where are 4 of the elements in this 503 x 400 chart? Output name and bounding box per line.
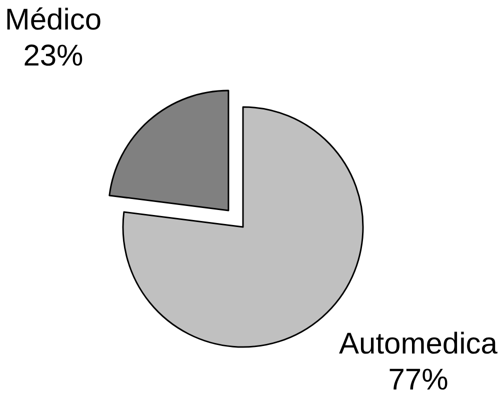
slice-label: Médico xyxy=(4,4,102,36)
data-label: 23% xyxy=(23,40,84,72)
data-label: 77% xyxy=(388,364,448,396)
slice-label: Automedica xyxy=(339,328,498,360)
